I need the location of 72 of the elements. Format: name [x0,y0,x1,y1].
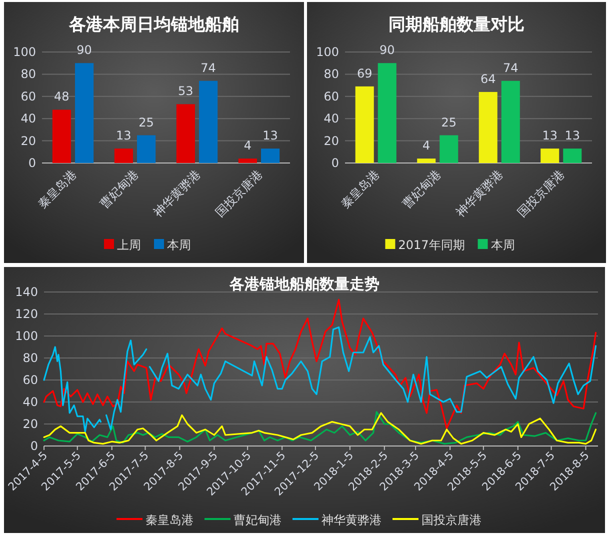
legend-label: 2017年同期 [398,238,465,252]
legend-label: 秦皇岛港 [146,513,194,527]
y-tick-label: 60 [20,89,36,104]
bar [199,80,218,163]
data-label: 13 [542,128,558,143]
chart-title: 各港本周日均锚地船舶 [68,15,239,35]
bar [440,135,458,163]
y-tick-label: 40 [324,112,339,126]
data-label: 25 [441,115,457,130]
y-tick-label: 100 [316,45,339,59]
data-label: 74 [502,60,518,75]
y-tick-label: 40 [22,395,38,409]
data-label: 48 [54,90,70,104]
y-tick-label: 120 [15,307,38,321]
y-tick-label: 80 [22,351,38,365]
y-tick-label: 80 [20,67,36,82]
data-label: 90 [379,43,395,58]
legend-label: 本周 [167,238,191,252]
data-label: 90 [76,43,92,58]
bar [52,110,71,163]
x-tick-label: 神华黄骅港 [453,167,506,220]
data-label: 4 [244,138,252,153]
data-label: 25 [138,115,154,130]
y-tick-label: 0 [28,156,36,170]
y-tick-label: 60 [324,89,339,104]
bar [238,158,257,163]
chart-title: 同期船舶数量对比 [388,15,524,35]
bar [540,148,560,163]
bar [75,63,94,163]
x-tick-label: 秦皇岛港 [338,167,382,212]
bar [478,92,498,163]
y-tick-label: 100 [15,329,38,343]
y-tick-label: 140 [15,285,38,299]
x-tick-label: 曹妃甸港 [97,167,142,212]
legend-label: 曹妃甸港 [234,513,282,527]
legend-label: 本周 [490,238,515,252]
bar [417,158,436,163]
legend-label: 神华黄骅港 [322,513,382,527]
data-label: 69 [356,66,372,80]
y-tick-label: 0 [331,156,339,170]
legend-label: 上周 [117,238,141,252]
data-label: 13 [116,128,132,143]
bar [137,135,156,163]
bar [501,80,520,163]
y-tick-label: 40 [20,112,36,126]
bar [114,148,133,163]
bar [378,63,396,163]
x-tick-label: 国投京唐港 [514,167,568,220]
data-label: 13 [564,128,580,143]
bar [355,86,374,163]
x-tick-label: 秦皇岛港 [35,167,80,212]
y-tick-label: 100 [13,45,36,59]
chart-title: 各港锚地船舶数量走势 [228,275,380,293]
legend-label: 国投京唐港 [422,513,482,527]
data-label: 64 [480,72,496,86]
line-series [43,298,597,430]
data-label: 53 [178,84,194,98]
y-tick-label: 20 [20,134,36,148]
data-label: 13 [262,128,278,143]
y-tick-label: 60 [22,373,38,387]
y-tick-label: 20 [22,417,38,431]
bar [261,148,280,163]
data-label: 74 [200,60,216,75]
bar [176,104,195,163]
x-tick-label: 国投京唐港 [212,167,266,220]
bar [563,148,582,163]
x-tick-label: 神华黄骅港 [150,167,204,220]
y-tick-label: 80 [324,67,339,82]
y-tick-label: 20 [324,134,339,148]
y-tick-label: 0 [30,439,38,453]
x-tick-label: 曹妃甸港 [400,167,444,212]
data-label: 4 [422,138,430,153]
